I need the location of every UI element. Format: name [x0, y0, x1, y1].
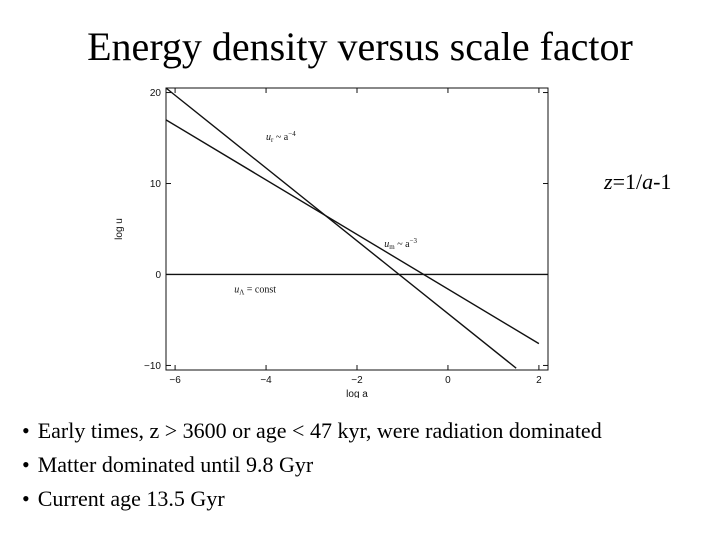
- matter-label: um ~ a−3: [384, 237, 417, 251]
- bullet-item: Matter dominated until 9.8 Gyr: [22, 448, 712, 482]
- energy-density-chart: −6 −4 −2 0 2 −10 0 10 20 ur ~ a−4 um ~ a−3 uΛ = co…: [100, 78, 580, 398]
- x-tick-label: 2: [536, 375, 542, 386]
- y-tick-label: 10: [150, 179, 162, 190]
- y-tick-label: −10: [144, 361, 161, 372]
- bullet-list: Early times, z > 3600 or age < 47 kyr, w…: [22, 414, 712, 516]
- x-tick-label: −4: [260, 375, 272, 386]
- radiation-line: [165, 87, 517, 369]
- formula-eq: =1/: [612, 169, 643, 194]
- slide-title: Energy density versus scale factor: [87, 24, 633, 69]
- matter-line: [165, 119, 540, 345]
- x-tick-label: −6: [169, 375, 181, 386]
- plot-frame: [165, 87, 549, 371]
- bullet-item: Early times, z > 3600 or age < 47 kyr, w…: [22, 414, 712, 448]
- y-axis-label: log u: [114, 218, 125, 240]
- chart-svg: −6 −4 −2 0 2 −10 0 10 20 ur ~ a−4 um ~ a−3 uΛ = co…: [114, 87, 549, 398]
- x-tick-label: −2: [351, 375, 363, 386]
- x-axis-label: log a: [346, 389, 368, 398]
- x-tick-label: 0: [445, 375, 451, 386]
- redshift-formula: z=1/a-1: [604, 168, 671, 196]
- lambda-label: uΛ = const: [234, 285, 276, 297]
- formula-var-z: z: [604, 169, 613, 194]
- bullet-item: Current age 13.5 Gyr: [22, 482, 712, 516]
- formula-rest: -1: [653, 169, 672, 194]
- formula-var-a: a: [642, 169, 654, 194]
- y-tick-label: 20: [150, 88, 162, 99]
- y-tick-label: 0: [155, 270, 161, 281]
- radiation-label: ur ~ a−4: [266, 130, 296, 144]
